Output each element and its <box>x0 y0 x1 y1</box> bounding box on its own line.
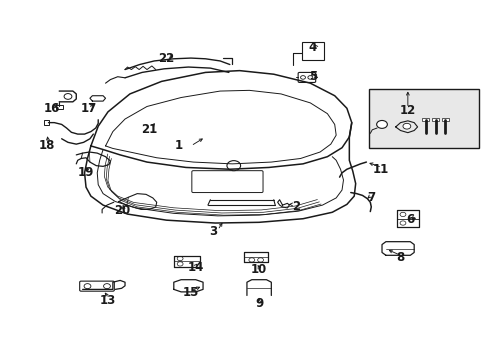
Circle shape <box>248 258 254 262</box>
Circle shape <box>257 258 263 262</box>
FancyBboxPatch shape <box>80 281 114 291</box>
Text: 10: 10 <box>250 263 267 276</box>
Circle shape <box>103 284 110 289</box>
Circle shape <box>376 121 386 129</box>
Circle shape <box>226 161 240 171</box>
Circle shape <box>84 284 91 289</box>
Bar <box>368 89 478 148</box>
Text: 18: 18 <box>39 139 55 152</box>
Text: 22: 22 <box>158 51 174 64</box>
Circle shape <box>300 76 305 79</box>
Text: 6: 6 <box>406 213 413 226</box>
Bar <box>422 118 428 121</box>
Text: 14: 14 <box>187 261 203 274</box>
Bar <box>56 105 62 109</box>
Text: 12: 12 <box>399 104 415 117</box>
Circle shape <box>399 212 405 217</box>
Circle shape <box>177 262 183 266</box>
Circle shape <box>402 123 410 129</box>
Text: 11: 11 <box>372 163 388 176</box>
Bar <box>441 118 448 121</box>
FancyBboxPatch shape <box>191 171 263 193</box>
Circle shape <box>307 76 312 79</box>
Text: 16: 16 <box>43 102 60 115</box>
Text: 7: 7 <box>366 192 375 204</box>
Text: 4: 4 <box>308 41 316 54</box>
Circle shape <box>177 256 183 261</box>
Text: 20: 20 <box>114 204 130 217</box>
Text: 13: 13 <box>100 294 116 307</box>
Text: 1: 1 <box>174 139 183 152</box>
Bar <box>43 120 49 126</box>
Circle shape <box>64 94 72 99</box>
Text: 21: 21 <box>141 123 157 136</box>
Text: 17: 17 <box>80 102 97 115</box>
FancyBboxPatch shape <box>298 72 315 82</box>
Text: 19: 19 <box>78 166 94 179</box>
Text: 2: 2 <box>291 201 299 213</box>
Text: 5: 5 <box>308 69 316 82</box>
Text: 8: 8 <box>396 251 404 264</box>
Circle shape <box>399 221 405 225</box>
Text: 3: 3 <box>208 225 216 238</box>
Text: 15: 15 <box>183 287 199 300</box>
Bar <box>302 42 324 60</box>
Text: 9: 9 <box>254 297 263 310</box>
Bar <box>431 118 438 121</box>
